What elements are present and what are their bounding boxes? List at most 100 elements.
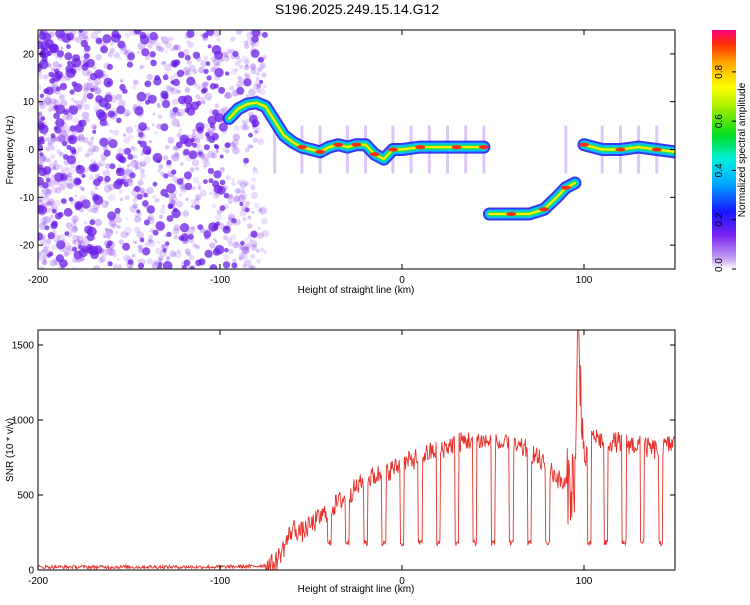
noise-blob xyxy=(245,63,249,68)
noise-blob xyxy=(89,95,93,100)
noise-blob xyxy=(167,203,174,210)
noise-blob xyxy=(192,69,198,75)
noise-blob xyxy=(177,85,181,89)
noise-blob xyxy=(139,187,145,193)
noise-blob xyxy=(256,126,260,130)
noise-blob xyxy=(77,134,85,142)
noise-blob xyxy=(190,204,195,209)
noise-blob xyxy=(94,87,102,95)
noise-blob xyxy=(107,261,113,267)
noise-blob xyxy=(259,206,267,215)
noise-blob xyxy=(135,213,139,217)
noise-blob xyxy=(95,109,106,119)
noise-blob xyxy=(41,189,45,193)
noise-blob xyxy=(243,181,249,187)
noise-blob xyxy=(251,66,256,71)
noise-blob xyxy=(190,198,197,205)
noise-blob xyxy=(212,248,221,256)
noise-blob xyxy=(92,125,97,130)
spectrogram-x-label: Height of straight line (km) xyxy=(298,285,415,296)
noise-blob xyxy=(247,144,252,149)
noise-blob xyxy=(49,216,56,223)
noise-blob xyxy=(49,97,57,105)
noise-blob xyxy=(58,183,66,191)
noise-blob xyxy=(209,242,216,249)
noise-blob xyxy=(40,154,47,162)
noise-blob xyxy=(73,36,78,42)
y-tick-label: -10 xyxy=(20,193,35,204)
noise-blob xyxy=(180,162,184,166)
noise-blob xyxy=(138,65,144,70)
noise-blob xyxy=(58,244,67,253)
noise-blob xyxy=(194,83,201,90)
noise-blob xyxy=(100,45,108,54)
noise-blob xyxy=(138,245,144,250)
noise-blob xyxy=(38,198,41,204)
noise-blob xyxy=(158,257,163,262)
noise-blob xyxy=(54,200,61,207)
noise-blob xyxy=(146,205,155,214)
noise-blob xyxy=(151,229,156,234)
noise-blob xyxy=(196,245,201,250)
noise-blob xyxy=(66,44,71,49)
noise-blob xyxy=(253,129,259,134)
noise-blob xyxy=(235,241,240,247)
noise-blob xyxy=(144,54,151,61)
noise-blob xyxy=(258,56,264,63)
noise-blob xyxy=(172,78,180,87)
noise-blob xyxy=(38,74,44,80)
noise-blob xyxy=(251,119,260,128)
noise-blob xyxy=(139,177,143,182)
noise-blob xyxy=(41,32,50,41)
noise-blob xyxy=(47,180,55,189)
noise-blob xyxy=(113,264,118,269)
noise-blob xyxy=(205,228,210,233)
noise-blob xyxy=(199,227,206,234)
noise-blob xyxy=(78,120,83,125)
noise-blob xyxy=(38,167,47,177)
noise-blob xyxy=(148,234,154,239)
y-tick-label: 10 xyxy=(23,97,35,108)
noise-blob xyxy=(221,51,228,58)
noise-blob xyxy=(54,212,62,220)
noise-blob xyxy=(213,184,223,194)
noise-blob xyxy=(171,98,179,106)
noise-blob xyxy=(247,215,252,220)
noise-blob xyxy=(146,186,154,195)
noise-blob xyxy=(53,112,60,120)
noise-blob xyxy=(188,237,195,244)
noise-blob xyxy=(93,104,101,113)
noise-blob xyxy=(256,72,260,76)
noise-blob xyxy=(80,186,85,191)
noise-blob xyxy=(211,132,219,141)
noise-blob xyxy=(162,60,167,65)
noise-blob xyxy=(120,153,124,158)
noise-blob xyxy=(82,63,87,69)
noise-blob xyxy=(103,149,111,157)
noise-blob xyxy=(38,48,41,54)
noise-blob xyxy=(243,72,248,77)
noise-blob xyxy=(93,195,104,206)
noise-blob xyxy=(69,89,75,95)
noise-blob xyxy=(47,38,54,45)
noise-blob xyxy=(186,30,195,38)
noise-blob xyxy=(243,237,249,243)
noise-blob xyxy=(108,193,116,202)
noise-blob xyxy=(126,260,135,269)
noise-blob xyxy=(127,153,134,160)
noise-blob xyxy=(176,111,182,117)
noise-blob xyxy=(83,34,89,40)
noise-blob xyxy=(259,62,266,69)
noise-blob xyxy=(244,147,250,153)
noise-blob xyxy=(129,172,136,179)
noise-blob xyxy=(140,191,146,197)
x-tick-label: -100 xyxy=(210,275,230,286)
noise-blob xyxy=(256,88,261,94)
noise-blob xyxy=(232,222,237,226)
noise-blob xyxy=(38,31,47,40)
noise-blob xyxy=(179,223,190,233)
noise-blob xyxy=(116,105,126,115)
noise-blob xyxy=(243,259,252,268)
noise-blob xyxy=(252,168,259,174)
